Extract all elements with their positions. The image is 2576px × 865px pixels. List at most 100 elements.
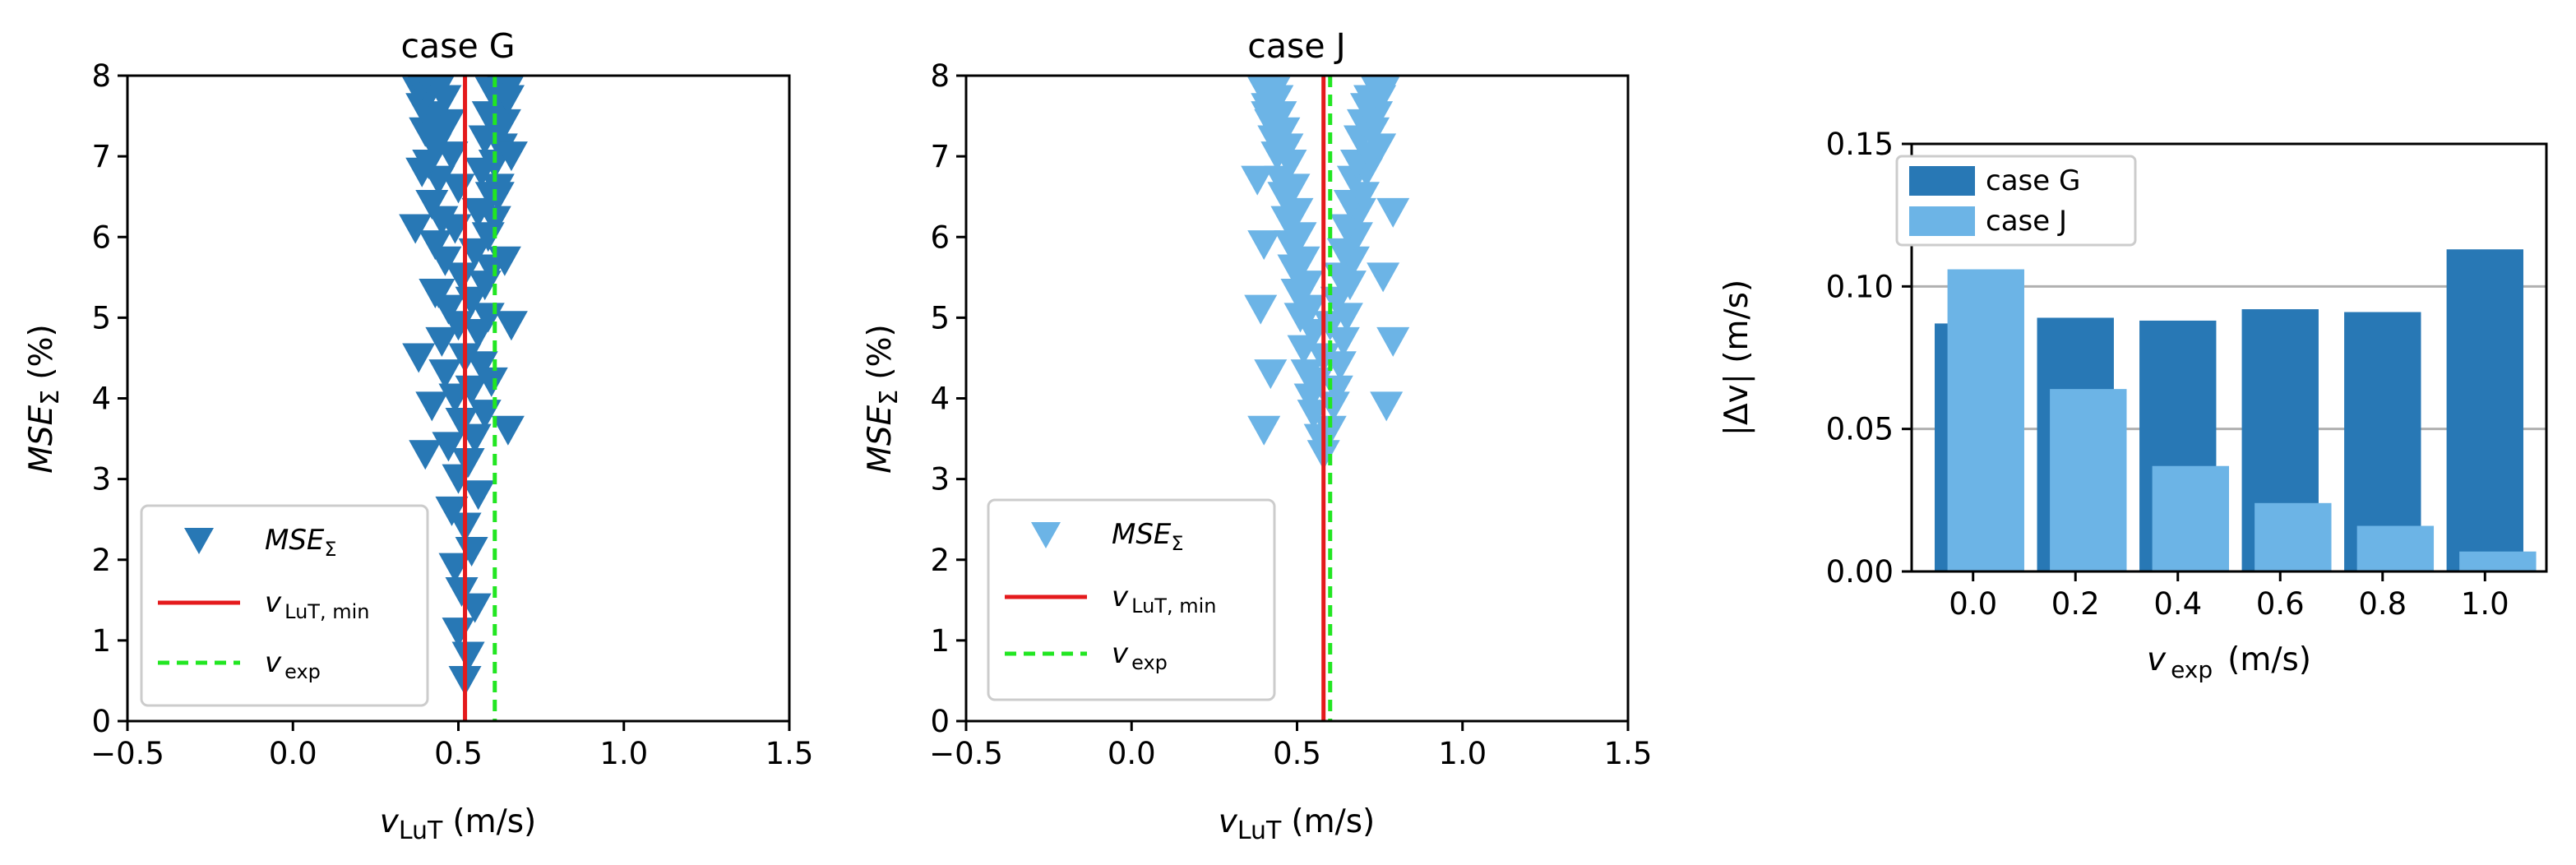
legend-lut-main: v [1112,581,1129,613]
y-tick-label: 0.10 [1826,269,1894,304]
scatter-marker [407,76,424,90]
x-label-main: v [2147,641,2167,678]
legend-exp-sub: exp [284,660,321,683]
scatter-marker [481,182,515,212]
scatter-marker [478,206,511,236]
x-axis-ticks: −0.5 0.0 0.5 1.0 1.5 [929,721,1652,771]
legend-marker-icon [1031,522,1061,548]
x-label-sub: LuT [399,816,443,845]
legend-label-case-j: case J [1986,205,2067,238]
x-axis-ticks: −0.5 0.0 0.5 1.0 1.5 [90,721,813,771]
legend: case G case J [1895,155,2137,247]
y-tick-label: 0 [930,704,950,739]
x-axis-label: vLuT (m/s) [1219,803,1376,845]
scatter-marker [445,577,479,607]
x-tick-label: 0.8 [2358,586,2407,622]
scatter-marker [1262,76,1279,90]
bar-case-j [2255,502,2332,571]
x-tick-label: 1.5 [1604,736,1653,771]
y-tick-label: 7 [930,139,950,174]
y-label-main: MSE [862,405,899,473]
scatter-marker [415,190,449,220]
y-label-sub: Σ [875,390,904,405]
y-tick-label: 1 [91,623,111,659]
scatter-marker [1326,326,1360,357]
panel-title: case J [1247,26,1345,66]
y-label-main: MSE [23,405,60,473]
scatter-marker [445,407,479,437]
scatter-series [399,76,528,696]
x-label-unit: (m/s) [1291,803,1375,840]
x-label-unit: (m/s) [452,803,536,840]
legend-label-case-g: case G [1986,164,2080,197]
x-tick-label: 0.2 [2051,586,2100,622]
bar-case-j [2356,525,2435,571]
bars [1935,249,2537,571]
scatter-marker [461,480,495,511]
x-tick-label: 1.0 [599,736,648,771]
scatter-marker [465,351,498,382]
x-tick-label: 0.0 [269,736,317,771]
legend-exp-sub: exp [1131,651,1168,674]
scatter-marker [1293,294,1327,325]
bar-case-j [2459,551,2537,571]
y-tick-label: 3 [91,462,111,497]
y-label-sub: Σ [36,390,65,405]
y-label-unit: (%) [23,324,60,380]
x-tick-label: 0.5 [1273,736,1321,771]
y-tick-label: 4 [930,382,950,417]
scatter-marker [451,641,485,672]
scatter-marker [428,359,462,390]
legend-scatter-label: MSEΣ [1112,518,1184,555]
legend-exp-main: v [265,646,282,679]
bar-case-g [2446,249,2523,571]
scatter-marker [1244,294,1278,325]
scatter-marker [1247,415,1281,446]
scatter-series [1241,76,1410,470]
legend-scatter-sub: Σ [1171,532,1183,555]
bar-panel: 0.0 0.2 0.4 0.6 0.8 1.0 0.00 0.05 0.10 0.15 v exp… [1718,127,2548,683]
x-label-main: v [380,803,400,840]
x-axis-label: vLuT (m/s) [380,803,537,845]
legend-swatch-case-g [1909,166,1975,196]
scatter-marker [1287,246,1320,276]
scatter-marker [1368,76,1385,90]
scatter-marker [1367,262,1400,293]
scatter-marker [435,141,469,172]
legend-lut-main: v [265,586,282,619]
scatter-marker [1323,351,1357,382]
x-tick-label: 1.0 [1438,736,1487,771]
scatter-marker [425,326,459,357]
x-tick-label: 0.6 [2256,586,2305,622]
y-tick-label: 5 [91,300,111,335]
y-tick-label: 0.05 [1826,412,1894,447]
scatter-marker [415,391,449,422]
legend-scatter-label: MSEΣ [265,524,337,561]
y-tick-label: 0.00 [1826,554,1894,590]
legend-box [987,498,1276,701]
scatter-marker [409,440,442,470]
scatter-marker [1247,230,1281,261]
y-tick-label: 6 [930,220,950,255]
y-axis-label: |Δv| (m/s) [1718,280,1755,436]
legend-marker-icon [184,528,214,554]
y-tick-label: 2 [91,543,111,578]
y-tick-label: 3 [930,462,950,497]
x-label-main: v [1219,803,1238,840]
y-tick-label: 2 [930,543,950,578]
y-tick-label: 5 [930,300,950,335]
legend-scatter-sub: Σ [324,538,336,561]
scatter-marker [1249,76,1266,90]
x-tick-label: −0.5 [90,736,164,771]
x-tick-label: −0.5 [929,736,1003,771]
scatter-marker [491,415,525,446]
legend-exp-label: v exp [1112,637,1168,674]
scatter-marker [1381,76,1399,90]
scatter-marker [1326,238,1360,268]
x-axis-ticks: 0.0 0.2 0.4 0.6 0.8 1.0 [1949,571,2509,622]
scatter-marker [1280,197,1314,228]
plot-frame [1910,142,2548,573]
scatter-marker [1283,222,1317,252]
